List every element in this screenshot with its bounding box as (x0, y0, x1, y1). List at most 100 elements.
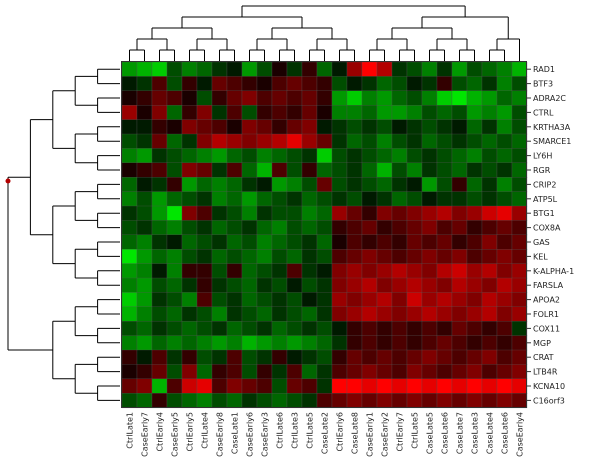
heatmap-cell (166, 292, 183, 308)
heatmap-cell (436, 205, 453, 221)
heatmap-cell (136, 205, 153, 221)
heatmap-cell (256, 119, 273, 135)
heatmap-cell (151, 292, 168, 308)
heatmap-cell (376, 205, 393, 221)
row-label: GAS (533, 238, 550, 247)
heatmap-cell (406, 393, 423, 409)
heatmap-cell (136, 76, 153, 92)
heatmap-cell (211, 234, 228, 250)
heatmap-cell (301, 76, 318, 92)
heatmap-cell (286, 378, 303, 394)
heatmap-cell (451, 90, 468, 106)
heatmap-cell (436, 119, 453, 135)
heatmap-cell (421, 277, 438, 293)
heatmap-cell (286, 61, 303, 77)
heatmap-cell (256, 234, 273, 250)
heatmap-cell (361, 378, 378, 394)
column-label: CtrlLate6 (276, 412, 285, 449)
heatmap-cell (271, 205, 288, 221)
heatmap-cell (256, 378, 273, 394)
heatmap-cell (331, 277, 348, 293)
heatmap-cell (286, 321, 303, 337)
heatmap-cell (421, 191, 438, 207)
heatmap-cell (271, 162, 288, 178)
heatmap-cell (406, 321, 423, 337)
heatmap-cell (271, 220, 288, 236)
heatmap-cell (271, 133, 288, 149)
heatmap-cell (181, 234, 198, 250)
heatmap-cell (496, 364, 513, 380)
heatmap-cell (496, 177, 513, 193)
heatmap-cell (226, 277, 243, 293)
heatmap-cell (211, 321, 228, 337)
heatmap-cell (376, 105, 393, 121)
heatmap-cell (151, 234, 168, 250)
heatmap-cell (481, 205, 498, 221)
heatmap-cell (406, 76, 423, 92)
heatmap-cell (196, 393, 213, 409)
heatmap-cell (181, 306, 198, 322)
heatmap-cell (316, 335, 333, 351)
heatmap-cell (181, 249, 198, 265)
heatmap-cell (376, 177, 393, 193)
heatmap-cell (181, 162, 198, 178)
heatmap-cell (451, 119, 468, 135)
heatmap-cell (316, 321, 333, 337)
heatmap-cell (361, 177, 378, 193)
heatmap-cell (406, 349, 423, 365)
heatmap-cell (376, 191, 393, 207)
heatmap-cell (211, 90, 228, 106)
heatmap-cell (361, 205, 378, 221)
heatmap-cell (391, 321, 408, 337)
heatmap-cell (406, 119, 423, 135)
heatmap-cell (271, 263, 288, 279)
heatmap-cell (466, 133, 483, 149)
heatmap-cell (301, 119, 318, 135)
heatmap-cell (256, 220, 273, 236)
row-label: FOLR1 (533, 310, 559, 319)
heatmap-cell (511, 393, 528, 409)
heatmap-cell (481, 393, 498, 409)
heatmap-cell (226, 335, 243, 351)
heatmap-cell (196, 321, 213, 337)
heatmap-cell (496, 335, 513, 351)
row-dendrogram (7, 68, 120, 401)
heatmap-cell (241, 249, 258, 265)
heatmap-cell (316, 205, 333, 221)
heatmap-cell (136, 61, 153, 77)
heatmap-cell (511, 263, 528, 279)
heatmap-cell (166, 148, 183, 164)
heatmap-cell (331, 76, 348, 92)
heatmap-cell (256, 249, 273, 265)
heatmap-cell (196, 205, 213, 221)
heatmap-cell (316, 90, 333, 106)
heatmap-cell (226, 105, 243, 121)
heatmap-cell (331, 263, 348, 279)
heatmap-cell (151, 76, 168, 92)
heatmap-cell (241, 90, 258, 106)
heatmap-cell (466, 220, 483, 236)
heatmap-cell (226, 249, 243, 265)
heatmap-cell (181, 148, 198, 164)
heatmap-cell (436, 306, 453, 322)
heatmap-cell (496, 105, 513, 121)
heatmap-cell (211, 249, 228, 265)
heatmap-cell (151, 263, 168, 279)
column-label: CaseEarly6 (246, 412, 255, 457)
heatmap-cell (346, 61, 363, 77)
heatmap-cell (481, 321, 498, 337)
heatmap-cell (196, 76, 213, 92)
heatmap-cell (151, 306, 168, 322)
heatmap-cell (346, 364, 363, 380)
heatmap-cell (271, 393, 288, 409)
heatmap-cell (151, 220, 168, 236)
heatmap-cell (346, 220, 363, 236)
heatmap-cell (361, 105, 378, 121)
heatmap-cell (406, 61, 423, 77)
heatmap-cell (511, 292, 528, 308)
heatmap-cell (211, 177, 228, 193)
heatmap-cell (166, 249, 183, 265)
heatmap-cell (121, 90, 138, 106)
heatmap-cell (331, 177, 348, 193)
heatmap-cell (301, 393, 318, 409)
